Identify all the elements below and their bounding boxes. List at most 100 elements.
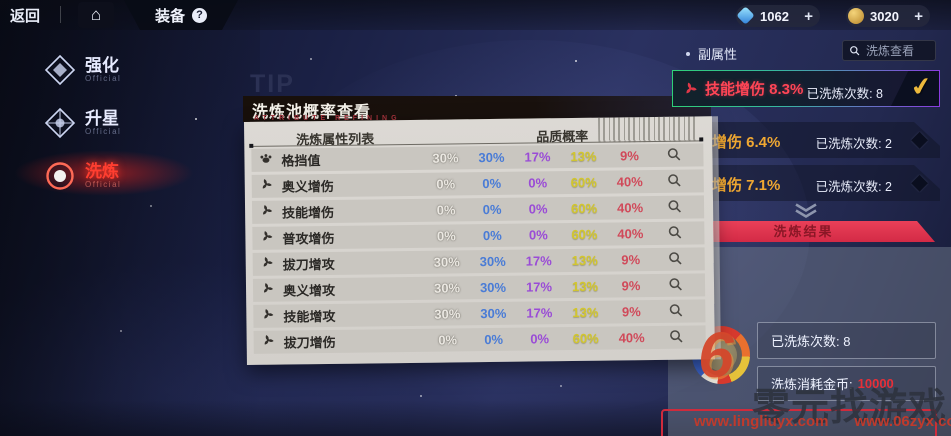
prob-white: 30% — [433, 254, 460, 270]
prob-purple: 17% — [524, 149, 551, 165]
table-row: 普攻增伤 0% 0% 0% 60% 40% — [252, 221, 705, 250]
attribute-swirl-icon — [253, 280, 283, 300]
prob-yellow: 13% — [572, 304, 599, 321]
prob-yellow: 13% — [571, 252, 598, 269]
prob-blue: 30% — [480, 305, 507, 322]
table-row: 拔刀增攻 30% 30% 17% 13% 9% — [252, 247, 705, 276]
prob-purple: 17% — [526, 305, 553, 321]
prob-purple: 17% — [525, 253, 552, 269]
attribute-row-3[interactable]: 攻增伤 7.1% 已洗炼次数: 2 ◆ — [672, 165, 940, 201]
table-row: 技能增攻 30% 30% 17% 13% 9% — [253, 299, 706, 328]
attribute-row-skill-damage[interactable]: 技能增伤 8.3% 已洗炼次数: 8 ✔ — [672, 70, 940, 107]
watermark-urls: www.lingliuyx.com www.06zyx.com — [694, 413, 951, 430]
attribute-swirl-icon — [253, 306, 283, 326]
add-gems-button[interactable]: + — [804, 7, 813, 25]
sidebar-item-refine[interactable]: 洗炼 Official — [44, 160, 121, 192]
attribute-swirl-icon — [252, 176, 282, 196]
gem-amount: 1062 — [760, 8, 789, 24]
top-bar: 返回 ⌂ 装备 ? 1062 + 3020 + — [0, 0, 951, 30]
help-icon[interactable]: ? — [192, 8, 207, 23]
row-magnifier-button[interactable] — [652, 146, 696, 165]
prob-purple: 0% — [528, 201, 548, 217]
prob-red: 40% — [616, 200, 644, 216]
watermark-logo: 6 — [698, 319, 734, 391]
chevron-down-icon — [794, 203, 818, 218]
blue-gem-icon — [736, 6, 755, 25]
attribute-name: 普攻增伤 — [282, 230, 335, 247]
sub-attributes-title: 副属性 — [698, 47, 738, 62]
attribute-name: 奥义增伤 — [281, 178, 334, 195]
attribute-name: 格挡值 — [281, 153, 321, 169]
row-magnifier-button[interactable] — [653, 172, 697, 191]
home-button[interactable]: ⌂ — [78, 2, 114, 28]
refine-times-label: 已洗炼次数: 8 — [771, 334, 851, 349]
row-magnifier-button[interactable] — [654, 302, 698, 321]
active-item-glow — [14, 150, 194, 196]
prob-red: 9% — [621, 304, 641, 320]
table-row: 奥义增攻 30% 30% 17% 13% 9% — [252, 273, 706, 302]
prob-white: 30% — [434, 306, 461, 322]
prob-yellow: 60% — [570, 174, 597, 191]
refine-count: 已洗炼次数: 8 — [806, 87, 883, 101]
refine-result-button[interactable]: 洗炼结果 — [672, 221, 935, 242]
gold-coin-icon — [848, 8, 864, 24]
row-magnifier-button[interactable] — [653, 224, 697, 243]
sub-attributes-header: 副属性 — [686, 44, 737, 63]
watermark-url: www.lingliuyx.com — [694, 413, 829, 430]
block-paw-icon — [251, 150, 281, 170]
tip-background-text: TIP — [250, 70, 295, 98]
modal-subtitle: ATTRIBUTE REFINING — [254, 115, 401, 122]
bullet-dot — [686, 51, 690, 56]
prob-yellow: 60% — [570, 200, 598, 217]
refine-search-box[interactable]: 洗炼查看 — [842, 40, 936, 61]
add-coins-button[interactable]: + — [914, 7, 923, 25]
prob-yellow: 60% — [571, 226, 598, 243]
refine-icon — [46, 162, 74, 190]
prob-yellow: 60% — [572, 330, 599, 347]
attribute-label: 攻增伤 6.4% — [697, 134, 781, 151]
attribute-label: 攻增伤 7.1% — [697, 177, 781, 194]
table-row: 奥义增伤 0% 0% 0% 60% 40% — [251, 169, 704, 198]
row-magnifier-button[interactable] — [653, 198, 697, 217]
prob-purple: 17% — [525, 279, 553, 295]
search-icon — [850, 45, 860, 56]
modal-title-bar: 洗炼池概率查看 ATTRIBUTE REFINING — [243, 96, 711, 122]
prob-yellow: 13% — [571, 278, 599, 295]
home-icon: ⌂ — [90, 5, 102, 24]
attribute-row-2[interactable]: 攻增伤 6.4% 已洗炼次数: 2 ◆ — [672, 122, 940, 158]
table-row: 拔刀增伤 0% 0% 0% 60% 40% — [253, 325, 706, 354]
prob-white: 0% — [436, 228, 456, 244]
enhance-icon — [45, 55, 75, 85]
prob-purple: 0% — [528, 175, 548, 191]
refine-action-button[interactable] — [661, 409, 937, 436]
row-magnifier-button[interactable] — [655, 328, 699, 347]
currency-gems[interactable]: 1062 + — [736, 5, 820, 27]
refine-times-box: 已洗炼次数: 8 — [757, 322, 936, 359]
attribute-swirl-icon — [254, 332, 284, 352]
probability-table-panel: 洗炼属性列表 品质概率 格挡值 30% 30% 17% 13% 9% 奥义增伤 … — [244, 116, 715, 365]
row-magnifier-button[interactable] — [654, 276, 698, 295]
currency-coins[interactable]: 3020 + — [846, 5, 930, 27]
attribute-name: 技能增攻 — [283, 308, 336, 325]
sidebar-item-starup[interactable]: 升星 Official — [44, 107, 121, 139]
corner-dot — [249, 143, 254, 148]
attribute-label: 技能增伤 8.3% — [705, 81, 804, 98]
attribute-swirl-icon — [252, 228, 282, 248]
prob-white: 0% — [436, 202, 456, 218]
attribute-name: 拔刀增攻 — [282, 256, 335, 273]
diamond-marker-icon: ◆ — [911, 126, 928, 151]
prob-red: 40% — [618, 330, 645, 346]
prob-red: 40% — [617, 226, 644, 242]
sidebar-item-label: 升星 — [85, 109, 119, 128]
sidebar-item-enhance[interactable]: 强化 Official — [44, 54, 121, 86]
tab-equipment[interactable]: 装备 ? — [124, 0, 238, 30]
row-magnifier-button[interactable] — [654, 250, 698, 269]
prob-blue: 0% — [484, 331, 504, 348]
sidebar-item-label: 强化 — [85, 56, 119, 75]
star-up-icon — [45, 108, 75, 138]
refine-cost-box: 洗炼消耗金币: 10000 — [757, 366, 936, 401]
sidebar-item-label: 洗炼 — [85, 162, 119, 181]
back-button[interactable]: 返回 — [10, 8, 41, 25]
table-row: 技能增伤 0% 0% 0% 60% 40% — [251, 195, 705, 224]
